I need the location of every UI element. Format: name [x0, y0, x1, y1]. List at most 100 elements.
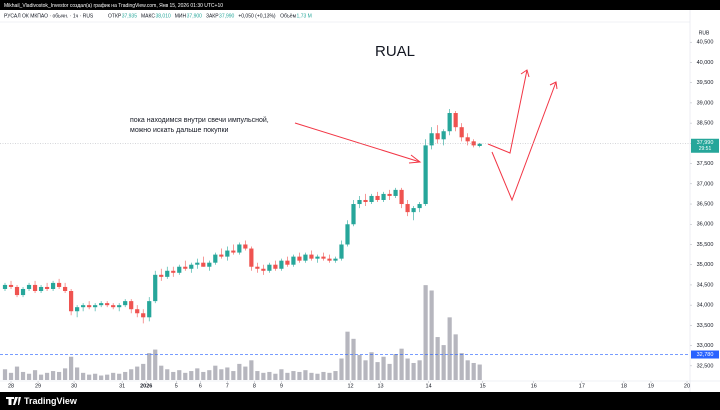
legend-label: МИН — [175, 13, 187, 19]
volume-bar — [333, 371, 338, 380]
candle-body — [369, 195, 374, 203]
candle-body — [44, 286, 50, 289]
price-line-box — [691, 350, 719, 359]
y-tick-label: 33,500 — [697, 323, 714, 329]
legend-value: 1,73 M — [297, 13, 312, 19]
projection — [487, 69, 528, 154]
volume-bar — [357, 354, 362, 380]
volume-bar — [369, 352, 374, 380]
candle-body — [171, 270, 176, 273]
x-tick-label: 19 — [648, 383, 654, 389]
x-tick-label: 18 — [621, 383, 627, 389]
candle-body — [105, 303, 110, 306]
volume-bar — [123, 371, 128, 380]
candle-body — [261, 268, 266, 271]
candle-body — [279, 260, 284, 269]
volume-bar — [477, 364, 482, 380]
candle-body — [249, 248, 254, 267]
candle-body — [393, 189, 398, 196]
volume-bar — [183, 372, 188, 380]
arrow-head — [520, 69, 530, 78]
x-tick-label: 2026 — [140, 383, 152, 389]
volume-bar — [327, 372, 332, 380]
x-tick-label: 17 — [579, 383, 585, 389]
volume-bar — [129, 369, 134, 380]
candle-body — [315, 256, 320, 259]
volume-bar — [387, 363, 392, 380]
volume-bar — [105, 374, 110, 380]
candle-body — [165, 270, 170, 277]
volume-bar — [249, 360, 254, 380]
volume-bar — [255, 371, 260, 380]
volume-bar — [189, 371, 194, 380]
candle-body — [231, 250, 236, 253]
brand: TradingView — [24, 396, 78, 406]
volume-bar — [213, 365, 218, 380]
candle-body — [447, 113, 452, 132]
x-tick-label: 12 — [347, 383, 353, 389]
volume-bar — [177, 370, 182, 380]
candle-body — [441, 131, 446, 140]
x-tick-label: 20 — [684, 383, 690, 389]
y-tick-label: 35,500 — [697, 242, 714, 248]
candle-body — [129, 301, 134, 310]
candle-body — [309, 254, 314, 259]
candle-body — [255, 266, 260, 269]
volume-bar — [62, 368, 68, 380]
volume-bar — [135, 366, 140, 380]
volume-bar — [471, 362, 476, 380]
candle-body — [243, 244, 248, 249]
volume-bar — [153, 349, 158, 380]
volume-bar — [411, 362, 416, 380]
volume-bar — [8, 372, 14, 380]
candle-body — [213, 254, 218, 263]
candle-body — [8, 284, 14, 287]
candle-body — [387, 193, 392, 196]
volume-bar — [315, 373, 320, 380]
volume-bar — [14, 366, 20, 380]
candle-body — [285, 260, 290, 265]
volume-bar — [351, 338, 356, 380]
volume-bar — [339, 358, 344, 380]
candle-body — [333, 258, 338, 261]
candle-body — [117, 305, 122, 308]
volume-bar — [261, 372, 266, 380]
volume-bar — [44, 372, 50, 380]
candle-body — [453, 113, 458, 128]
volume-bar — [435, 337, 440, 380]
volume-bar — [381, 356, 386, 380]
volume-bar — [309, 372, 314, 380]
volume-bar — [165, 369, 170, 380]
volume-bar — [345, 331, 350, 380]
volume-bar — [50, 371, 56, 380]
arrow-head — [549, 81, 558, 90]
candle-body — [267, 264, 272, 271]
y-tick-label: 34,500 — [697, 282, 714, 288]
candle-body — [399, 189, 404, 205]
volume-bar — [75, 367, 80, 380]
candle-body — [327, 258, 332, 261]
candle-body — [93, 305, 98, 308]
candle-body — [135, 309, 140, 314]
y-tick-label: 39,500 — [697, 80, 714, 86]
y-tick-label: 36,500 — [697, 201, 714, 207]
volume-bar — [219, 369, 224, 380]
volume-bar — [225, 367, 230, 380]
volume-bar — [26, 373, 32, 380]
volume-bar — [399, 348, 404, 380]
volume-bar — [429, 290, 434, 380]
volume-bar — [99, 375, 104, 380]
legend-value: 37,900 — [187, 13, 203, 19]
volume-bar — [20, 371, 26, 380]
candle-body — [201, 262, 206, 267]
symbol-line: РУСАЛ ОК МКПАО · обычн. · 1ч · RUS — [4, 13, 94, 19]
chart-title: RUAL — [375, 43, 415, 60]
top-bar — [0, 0, 720, 10]
candle-body — [147, 301, 152, 318]
x-tick-label: 30 — [71, 383, 77, 389]
candle-body — [141, 313, 146, 318]
candle-body — [38, 286, 44, 292]
currency: RUB — [699, 30, 710, 36]
x-tick-label: 16 — [531, 383, 537, 389]
volume-bar — [459, 353, 464, 380]
